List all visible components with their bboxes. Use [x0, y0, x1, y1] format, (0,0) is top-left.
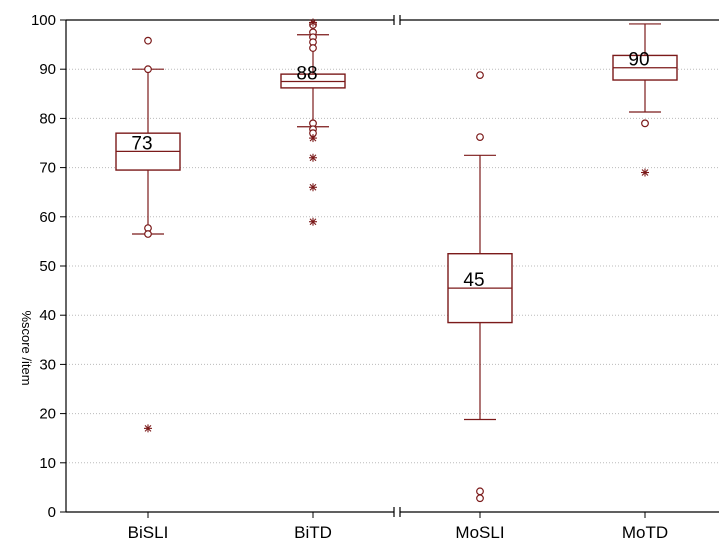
y-tick-label: 90 [39, 61, 56, 78]
median-label: 90 [628, 50, 649, 71]
y-tick-label: 10 [39, 455, 56, 472]
outlier-point [476, 71, 484, 80]
box-MoSLI: 45 [447, 71, 513, 503]
y-tick-label: 60 [39, 209, 56, 226]
y-tick-label: 70 [39, 160, 56, 177]
outlier-point [641, 119, 649, 128]
outlier-point [309, 44, 317, 52]
y-tick-label: 80 [39, 110, 56, 127]
y-tick-label: 100 [31, 12, 56, 29]
y-axis: 0 10 20 30 40 50 60 70 80 90 100 [31, 12, 67, 521]
extreme-point [309, 153, 317, 162]
x-tick-label: BiTD [294, 523, 332, 542]
y-axis-title: %score /item [19, 310, 34, 385]
extreme-point [309, 183, 317, 192]
x-tick-label: MoTD [622, 523, 668, 542]
y-tick-label: 0 [48, 504, 56, 521]
outlier-point [144, 65, 152, 74]
outlier-point [144, 230, 152, 238]
box-BiSLI: 73 [115, 36, 181, 433]
y-tick-label: 30 [39, 356, 56, 373]
x-tick-label: BiSLI [128, 523, 169, 542]
extreme-point [144, 424, 152, 433]
x-tick-label: MoSLI [455, 523, 504, 542]
outlier-point [476, 133, 484, 141]
outlier-point [476, 494, 484, 503]
outlier-point [144, 36, 152, 45]
outlier-point [476, 487, 484, 496]
box-BiTD: 88 [280, 18, 346, 226]
boxes: 73 88 45 90 [115, 18, 678, 503]
median-label: 88 [296, 64, 317, 85]
box-MoTD: 90 [612, 23, 678, 177]
x-axis: BiSLI BiTD MoSLI MoTD [66, 15, 719, 542]
extreme-point [309, 18, 317, 27]
y-tick-label: 50 [39, 258, 56, 275]
extreme-point [309, 134, 317, 143]
extreme-point [309, 217, 317, 226]
median-label: 45 [463, 270, 484, 291]
gridlines [66, 68, 719, 464]
extreme-point [641, 168, 649, 177]
y-tick-label: 40 [39, 307, 56, 324]
y-tick-label: 20 [39, 406, 56, 423]
median-label: 73 [131, 133, 152, 154]
